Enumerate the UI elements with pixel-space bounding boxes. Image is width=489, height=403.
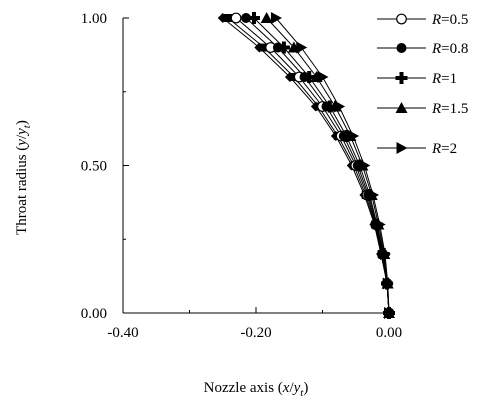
y-tick-label: 1.00 xyxy=(81,11,107,27)
series-r-2 xyxy=(270,12,395,319)
extra-1-point xyxy=(224,14,233,22)
y-axis-label: Throat radius (y/yt) xyxy=(14,120,33,235)
x-tick-label: 0.00 xyxy=(376,325,402,341)
series-r-0-8-point xyxy=(241,13,252,23)
legend: R=0.5 R=0.8 R=1 R=1.5 R=2 xyxy=(377,12,468,157)
x-tick-label: -0.20 xyxy=(240,325,271,341)
series-r-2-line xyxy=(275,17,390,314)
legend-marker xyxy=(395,72,408,84)
legend-r-0-5: R=0.5 xyxy=(377,12,468,28)
axes: -0.40 -0.20 0.00 0.00 0.50 1.00 Nozzle axis (x… xyxy=(14,11,402,399)
series-r-1-5-point xyxy=(260,12,273,23)
x-axis-label: Nozzle axis (x/yt) xyxy=(204,380,309,399)
legend-label: R=1 xyxy=(431,71,457,87)
legend-label: R=2 xyxy=(431,141,457,157)
series-r-1-point xyxy=(277,41,290,54)
legend-r-1: R=1 xyxy=(377,71,457,87)
series-r-2-point xyxy=(317,71,329,83)
legend-marker xyxy=(396,43,407,53)
series-r-1-point xyxy=(323,100,336,113)
y-tick-label: 0.50 xyxy=(81,159,107,175)
extra-2-point xyxy=(217,13,228,23)
series-r-2-point xyxy=(374,218,386,231)
legend-label: R=0.5 xyxy=(431,12,468,28)
series-r-0-5-point xyxy=(230,12,242,24)
series-r-2-point xyxy=(382,277,394,290)
series-r-2-point xyxy=(368,189,380,201)
legend-marker xyxy=(396,13,407,25)
series-r-2-point xyxy=(270,12,282,24)
extra-2-point xyxy=(254,42,265,53)
y-tick-label: 0.00 xyxy=(81,306,107,322)
series-r-2-point xyxy=(348,130,360,142)
legend-marker xyxy=(396,142,408,154)
series-r-2-point xyxy=(296,41,308,54)
x-tick-label: -0.40 xyxy=(107,325,138,341)
series-r-2-point xyxy=(334,100,346,113)
legend-r-1-5: R=1.5 xyxy=(377,101,468,117)
legend-r-2: R=2 xyxy=(377,141,457,157)
series-r-1-point xyxy=(340,130,353,142)
series-r-1-point xyxy=(303,71,316,83)
legend-label: R=1.5 xyxy=(431,101,468,117)
series-r-0-8 xyxy=(241,13,394,318)
series-r-2-point xyxy=(359,159,371,172)
legend-r-0-8: R=0.8 xyxy=(377,41,468,57)
plot-area xyxy=(217,12,395,319)
series-r-1-point xyxy=(248,12,261,24)
series-r-2-point xyxy=(380,248,392,260)
legend-marker xyxy=(395,102,408,113)
extra-2-point xyxy=(284,72,295,82)
legend-label: R=0.8 xyxy=(431,41,468,57)
